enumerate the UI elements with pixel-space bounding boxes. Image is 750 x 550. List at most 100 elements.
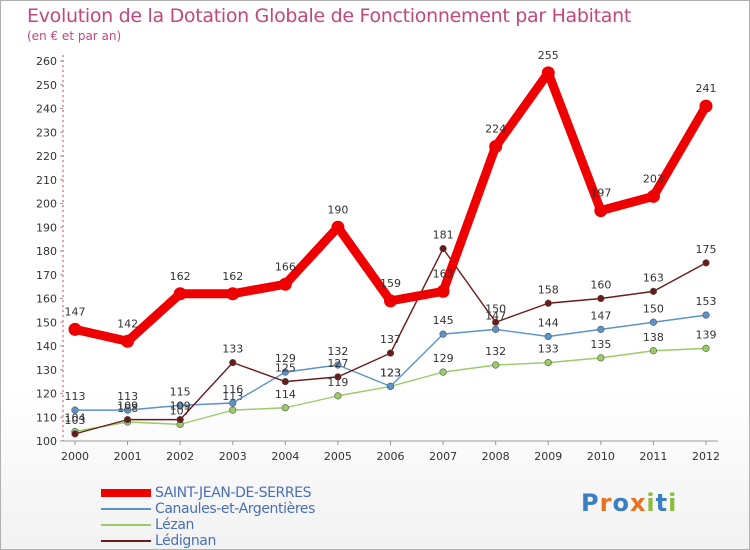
chart-title: Evolution de la Dotation Globale de Fonc… bbox=[27, 5, 632, 27]
data-label: 109 bbox=[170, 400, 191, 413]
data-point bbox=[702, 311, 710, 319]
data-label: 133 bbox=[538, 343, 559, 356]
data-label: 158 bbox=[538, 283, 559, 296]
data-point bbox=[436, 284, 450, 298]
data-point bbox=[176, 416, 184, 424]
data-point bbox=[334, 361, 342, 369]
data-point bbox=[544, 332, 552, 341]
legend-label: Lédignan bbox=[155, 533, 216, 549]
data-point bbox=[71, 430, 79, 438]
y-tick-label: 230 bbox=[36, 126, 57, 139]
data-label: 119 bbox=[327, 376, 348, 389]
data-point bbox=[229, 406, 237, 414]
data-label: 125 bbox=[275, 362, 296, 375]
data-point bbox=[492, 361, 500, 369]
data-point bbox=[649, 318, 658, 326]
data-label: 129 bbox=[433, 352, 454, 365]
x-tick-label: 2009 bbox=[534, 450, 562, 463]
x-tick-label: 2001 bbox=[114, 450, 142, 463]
y-tick-label: 150 bbox=[36, 316, 57, 329]
chart-subtitle: (en € et par an) bbox=[27, 29, 122, 43]
data-point bbox=[649, 347, 658, 355]
x-tick-label: 2003 bbox=[219, 450, 247, 463]
x-tick-label: 2007 bbox=[429, 450, 457, 463]
data-point bbox=[384, 294, 397, 308]
y-tick-label: 240 bbox=[36, 103, 57, 116]
data-point bbox=[229, 359, 237, 367]
data-point bbox=[597, 294, 605, 303]
x-tick-label: 2012 bbox=[692, 450, 720, 463]
legend-swatch bbox=[101, 508, 151, 510]
data-point bbox=[121, 334, 135, 348]
y-tick-label: 160 bbox=[36, 293, 57, 306]
data-point bbox=[646, 189, 660, 203]
data-label: 137 bbox=[380, 333, 401, 346]
data-label: 255 bbox=[538, 49, 559, 62]
data-point bbox=[123, 416, 132, 424]
data-label: 197 bbox=[590, 187, 611, 200]
data-label: 115 bbox=[170, 385, 191, 398]
data-point bbox=[439, 245, 447, 253]
data-label: 142 bbox=[117, 317, 138, 330]
x-tick-label: 2011 bbox=[639, 450, 667, 463]
data-point bbox=[281, 368, 289, 376]
data-point bbox=[541, 66, 555, 80]
y-tick-label: 120 bbox=[36, 388, 57, 401]
logo-letter: t bbox=[655, 489, 669, 517]
legend-swatch bbox=[101, 489, 151, 497]
y-tick-label: 220 bbox=[36, 150, 57, 163]
data-label: 103 bbox=[65, 414, 86, 427]
data-point bbox=[594, 204, 608, 218]
logo-letter: i bbox=[668, 489, 678, 517]
legend-label: Lézan bbox=[155, 517, 194, 533]
y-tick-label: 250 bbox=[36, 79, 57, 92]
data-point bbox=[702, 344, 710, 352]
data-point bbox=[489, 140, 503, 153]
y-tick-label: 130 bbox=[36, 364, 57, 377]
data-point bbox=[229, 399, 237, 407]
data-point bbox=[71, 406, 79, 414]
y-tick-label: 140 bbox=[36, 340, 57, 353]
data-label: 133 bbox=[222, 343, 243, 356]
data-point bbox=[649, 287, 658, 295]
data-point bbox=[331, 220, 345, 234]
data-label: 109 bbox=[117, 400, 138, 413]
data-point bbox=[281, 404, 289, 412]
data-point bbox=[173, 287, 187, 301]
logo-letter: i bbox=[646, 489, 656, 517]
data-point bbox=[702, 259, 710, 267]
data-point bbox=[597, 325, 605, 333]
data-point bbox=[176, 401, 184, 409]
data-label: 147 bbox=[590, 309, 611, 322]
data-label: 113 bbox=[117, 390, 138, 403]
data-label: 135 bbox=[590, 338, 611, 351]
data-label: 138 bbox=[643, 331, 664, 344]
data-label: 104 bbox=[65, 412, 86, 425]
data-label: 162 bbox=[222, 270, 243, 283]
data-label: 132 bbox=[485, 345, 506, 358]
data-point bbox=[278, 277, 292, 291]
data-label: 162 bbox=[170, 270, 191, 283]
data-label: 129 bbox=[275, 352, 296, 365]
data-point bbox=[597, 354, 605, 362]
data-point bbox=[544, 299, 552, 307]
data-label: 145 bbox=[433, 314, 454, 327]
x-tick-label: 2010 bbox=[587, 450, 615, 463]
data-point bbox=[68, 322, 82, 336]
data-point bbox=[492, 318, 500, 326]
logo-letter: x bbox=[629, 489, 647, 517]
data-label: 150 bbox=[643, 302, 664, 315]
data-label: 116 bbox=[222, 383, 243, 396]
x-tick-label: 2008 bbox=[482, 450, 510, 463]
data-label: 114 bbox=[275, 388, 296, 401]
data-point bbox=[699, 99, 713, 113]
data-label: 160 bbox=[590, 279, 611, 292]
data-label: 190 bbox=[327, 203, 348, 216]
data-label: 241 bbox=[696, 82, 717, 95]
y-tick-label: 110 bbox=[36, 411, 57, 424]
y-tick-label: 200 bbox=[36, 198, 57, 211]
data-label: 181 bbox=[433, 229, 454, 242]
data-label: 163 bbox=[643, 271, 664, 284]
